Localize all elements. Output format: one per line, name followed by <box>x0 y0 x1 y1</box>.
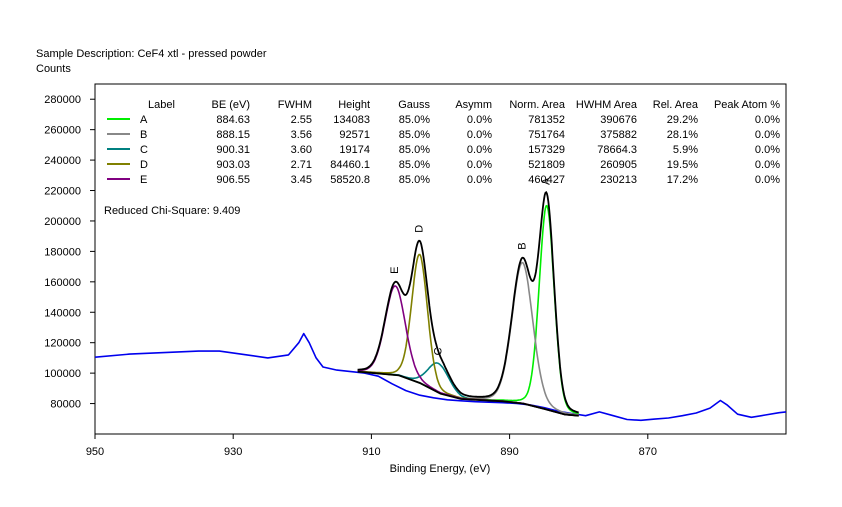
peak-c-label: C <box>432 347 444 355</box>
table-cell: 85.0% <box>399 159 430 171</box>
y-tick-label: 140000 <box>44 307 81 319</box>
table-cell: 0.0% <box>467 114 492 126</box>
table-cell: 0.0% <box>755 129 780 141</box>
table-cell: 84460.1 <box>330 159 370 171</box>
table-cell: 157329 <box>528 144 565 156</box>
x-tick-label: 890 <box>500 446 518 458</box>
table-header: Asymm <box>455 99 492 111</box>
table-header: HWHM Area <box>576 99 638 111</box>
raw-spectrum-line <box>95 332 786 422</box>
plot-area <box>94 83 787 435</box>
y-tick-label: 200000 <box>44 216 81 228</box>
y-tick-label: 220000 <box>44 186 81 198</box>
table-cell: 260905 <box>600 159 637 171</box>
table-cell: 521809 <box>528 159 565 171</box>
y-tick-label: 100000 <box>44 368 81 380</box>
table-header: Height <box>338 99 370 111</box>
table-cell: 3.56 <box>291 129 312 141</box>
table-cell: 903.03 <box>216 159 250 171</box>
table-header: Gauss <box>398 99 430 111</box>
peak-e-label: E <box>389 267 401 274</box>
y-tick-label: 240000 <box>44 155 81 167</box>
table-header: Label <box>148 99 175 111</box>
table-cell: 85.0% <box>399 174 430 186</box>
table-cell: 78664.3 <box>597 144 637 156</box>
table-header: Rel. Area <box>653 99 699 111</box>
table-cell: 751764 <box>528 129 565 141</box>
table-cell: 0.0% <box>467 159 492 171</box>
chi-square-annotation: Reduced Chi-Square: 9.409 <box>104 205 240 217</box>
table-cell: 0.0% <box>755 144 780 156</box>
y-tick-label: 260000 <box>44 125 81 137</box>
table-cell: 58520.8 <box>330 174 370 186</box>
y-tick-label: 160000 <box>44 277 81 289</box>
table-cell: 0.0% <box>755 159 780 171</box>
table-cell: 92571 <box>339 129 370 141</box>
x-tick-label: 870 <box>639 446 657 458</box>
y-tick-label: 280000 <box>44 94 81 106</box>
background-line <box>357 370 579 417</box>
y-tick-label: 80000 <box>50 399 81 411</box>
series-layer <box>95 191 786 422</box>
table-cell: 85.0% <box>399 114 430 126</box>
x-tick-label: 950 <box>86 446 104 458</box>
table-cell: 375882 <box>600 129 637 141</box>
peak-table: Label BE (eV) FWHM Height Gauss Asymm Norm. Ar… <box>107 99 780 186</box>
y-tick-label: 120000 <box>44 338 81 350</box>
peak-b-label: B <box>516 242 528 249</box>
table-header: BE (eV) <box>211 99 250 111</box>
table-cell: 3.45 <box>291 174 312 186</box>
table-cell: 781352 <box>528 114 565 126</box>
table-cell: 85.0% <box>399 129 430 141</box>
x-tick-label: 910 <box>362 446 380 458</box>
table-cell: 230213 <box>600 174 637 186</box>
table-cell: 0.0% <box>467 129 492 141</box>
table-cell: 0.0% <box>467 144 492 156</box>
legend-entry: D <box>140 159 148 171</box>
x-tick-label: 930 <box>224 446 242 458</box>
table-cell: 0.0% <box>755 174 780 186</box>
table-header: Norm. Area <box>509 99 566 111</box>
y-axis-label: Counts <box>36 63 71 75</box>
table-cell: 85.0% <box>399 144 430 156</box>
y-tick-label: 180000 <box>44 246 81 258</box>
table-cell: 3.60 <box>291 144 312 156</box>
x-axis: 950 930 910 890 870 <box>86 434 657 458</box>
x-axis-label: Binding Energy, (eV) <box>390 463 491 475</box>
peak-a-label: A <box>541 177 553 185</box>
legend-entry: E <box>140 174 147 186</box>
table-header: Peak Atom % <box>714 99 780 111</box>
table-cell: 900.31 <box>216 144 250 156</box>
table-cell: 888.15 <box>216 129 250 141</box>
peak-d-label: D <box>414 225 426 233</box>
legend-entry: C <box>140 144 148 156</box>
legend-entry: B <box>140 129 147 141</box>
fit-envelope-line <box>357 191 579 414</box>
table-cell: 2.55 <box>291 114 312 126</box>
table-cell: 19.5% <box>667 159 698 171</box>
table-cell: 460427 <box>528 174 565 186</box>
legend-entry: A <box>140 114 148 126</box>
table-cell: 884.63 <box>216 114 250 126</box>
table-cell: 29.2% <box>667 114 698 126</box>
table-cell: 134083 <box>333 114 370 126</box>
table-cell: 0.0% <box>467 174 492 186</box>
table-cell: 17.2% <box>667 174 698 186</box>
y-axis: 80000 100000 120000 140000 160000 180000 20000… <box>44 94 95 411</box>
table-cell: 28.1% <box>667 129 698 141</box>
table-cell: 906.55 <box>216 174 250 186</box>
table-cell: 390676 <box>600 114 637 126</box>
sample-description: Sample Description: CeF4 xtl - pressed p… <box>36 48 267 60</box>
peak-labels: A B C D E <box>389 177 553 355</box>
table-cell: 19174 <box>339 144 370 156</box>
table-cell: 5.9% <box>673 144 698 156</box>
table-header: FWHM <box>278 99 312 111</box>
table-cell: 2.71 <box>291 159 312 171</box>
table-cell: 0.0% <box>755 114 780 126</box>
